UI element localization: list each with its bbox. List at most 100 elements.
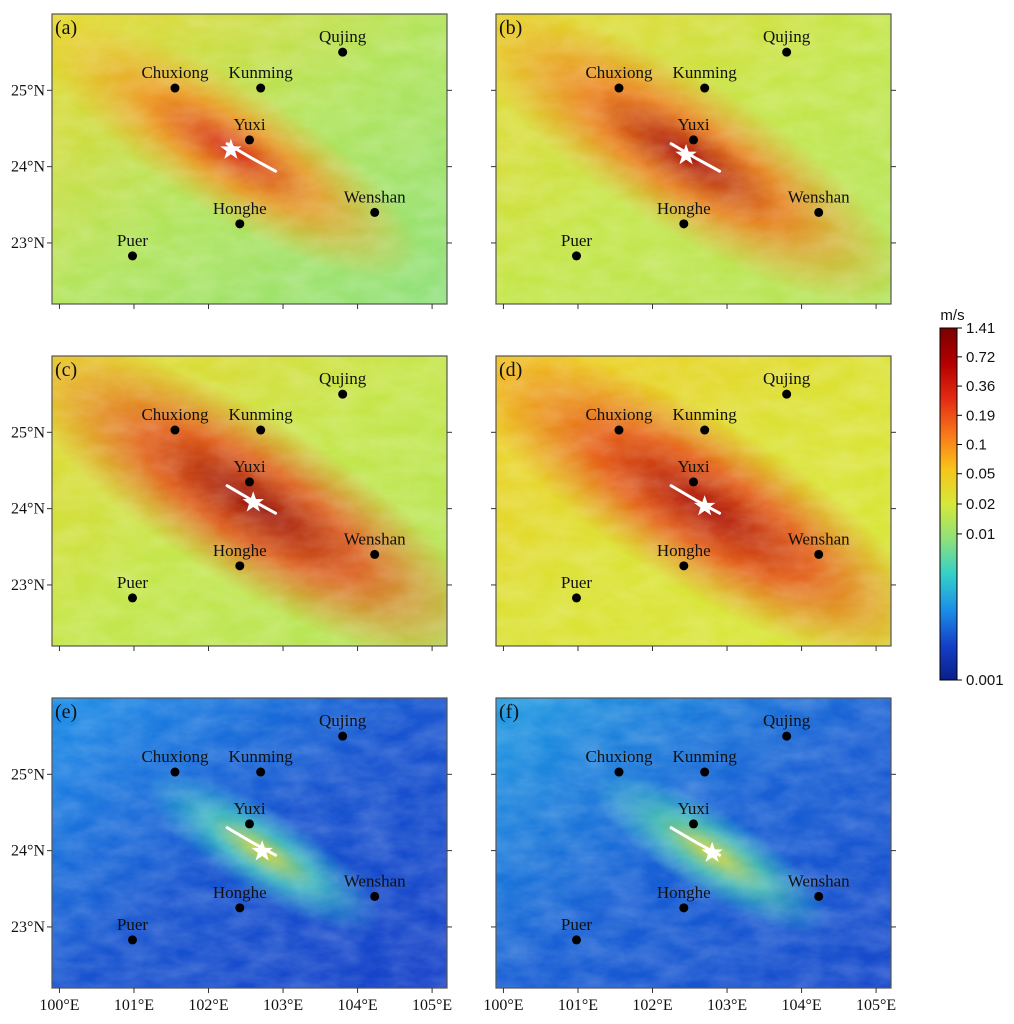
colorbar-tick-label: 0.02 (966, 496, 995, 513)
city-marker (170, 425, 180, 435)
x-tick-label: 102°E (632, 997, 672, 1014)
y-tick-label: 23°N (11, 235, 45, 252)
city-marker (127, 593, 137, 603)
city-marker (571, 251, 581, 261)
city-label: Puer (117, 231, 149, 250)
colorbar-tick-label: 0.01 (966, 526, 995, 543)
x-tick-label: 100°E (39, 997, 79, 1014)
city-marker (256, 83, 266, 93)
city-label: Puer (561, 573, 593, 592)
city-marker (127, 935, 137, 945)
city-label: Chuxiong (585, 405, 653, 424)
city-marker (679, 219, 689, 229)
city-marker (814, 207, 824, 217)
y-tick-label: 24°N (11, 843, 45, 860)
city-label: Honghe (657, 883, 711, 902)
city-marker (700, 767, 710, 777)
city-marker (571, 593, 581, 603)
city-label: Chuxiong (141, 405, 209, 424)
panel-label: (b) (499, 17, 522, 39)
city-label: Qujing (763, 369, 811, 388)
colorbar-tick-label: 0.001 (966, 672, 1004, 689)
city-marker (782, 47, 792, 57)
y-tick-label: 24°N (11, 501, 45, 518)
city-label: Yuxi (677, 799, 709, 818)
y-tick-label: 24°N (11, 159, 45, 176)
city-label: Chuxiong (141, 747, 209, 766)
city-marker (256, 767, 266, 777)
panel-label: (f) (499, 701, 519, 723)
city-label: Qujing (763, 711, 811, 730)
city-label: Kunming (673, 63, 738, 82)
colorbar-tick-label: 0.05 (966, 466, 995, 483)
epicenter-star-icon (251, 840, 273, 861)
city-marker (245, 135, 254, 145)
y-tick-label: 25°N (11, 82, 45, 99)
y-tick-label: 23°N (11, 577, 45, 594)
city-label: Yuxi (677, 115, 709, 134)
city-marker (689, 477, 698, 487)
city-label: Qujing (319, 711, 367, 730)
x-tick-label: 103°E (263, 997, 303, 1014)
panel-frame (51, 355, 448, 647)
city-label: Yuxi (233, 457, 265, 476)
colorbar-tick-label: 0.72 (966, 349, 995, 366)
city-marker (679, 903, 689, 913)
fault-trace (669, 142, 722, 173)
x-tick-label: 104°E (337, 997, 377, 1014)
map-panel: Qujing Chuxiong Kunming Yuxi Wenshan Honghe Pu… (11, 355, 452, 651)
x-tick-label: 102°E (188, 997, 228, 1014)
city-label: Chuxiong (585, 747, 653, 766)
terrain-shading (496, 14, 891, 304)
city-marker (338, 731, 348, 741)
y-tick-label: 23°N (11, 919, 45, 936)
city-marker (689, 819, 698, 829)
city-label: Wenshan (344, 871, 406, 890)
terrain-shading (496, 698, 891, 988)
city-label: Qujing (763, 27, 811, 46)
map-panel: Qujing Chuxiong Kunming Yuxi Wenshan Honghe Pu… (483, 697, 896, 1014)
city-label: Wenshan (788, 871, 850, 890)
city-label: Yuxi (677, 457, 709, 476)
city-marker (782, 731, 792, 741)
panel-label: (a) (55, 17, 77, 39)
city-label: Kunming (673, 747, 738, 766)
city-label: Yuxi (233, 115, 265, 134)
city-marker (370, 207, 380, 217)
city-marker (235, 903, 245, 913)
epicenter-star-icon (220, 138, 242, 159)
city-marker (235, 561, 245, 571)
city-marker (700, 83, 710, 93)
city-label: Honghe (657, 199, 711, 218)
x-tick-label: 105°E (412, 997, 452, 1014)
colorbar-tick-label: 0.1 (966, 437, 987, 454)
city-label: Qujing (319, 27, 367, 46)
x-tick-label: 101°E (114, 997, 154, 1014)
city-marker (700, 425, 710, 435)
panel-frame (51, 13, 448, 305)
city-marker (679, 561, 689, 571)
terrain-shading (52, 14, 447, 304)
city-label: Kunming (229, 63, 294, 82)
city-marker (814, 549, 824, 559)
y-tick-label: 25°N (11, 766, 45, 783)
city-label: Puer (117, 915, 149, 934)
city-marker (614, 767, 624, 777)
city-label: Wenshan (788, 529, 850, 548)
x-tick-label: 105°E (856, 997, 896, 1014)
x-tick-label: 100°E (483, 997, 523, 1014)
city-label: Kunming (673, 405, 738, 424)
city-label: Kunming (229, 747, 294, 766)
city-marker (245, 477, 254, 487)
city-label: Kunming (229, 405, 294, 424)
map-panel: Qujing Chuxiong Kunming Yuxi Wenshan Honghe Pu… (491, 13, 896, 309)
panel-frame (495, 355, 892, 647)
city-marker (338, 47, 348, 57)
city-marker (571, 935, 581, 945)
city-label: Honghe (213, 541, 267, 560)
city-marker (127, 251, 137, 261)
epicenter-star-icon (242, 491, 264, 512)
x-tick-label: 101°E (558, 997, 598, 1014)
city-marker (614, 83, 624, 93)
